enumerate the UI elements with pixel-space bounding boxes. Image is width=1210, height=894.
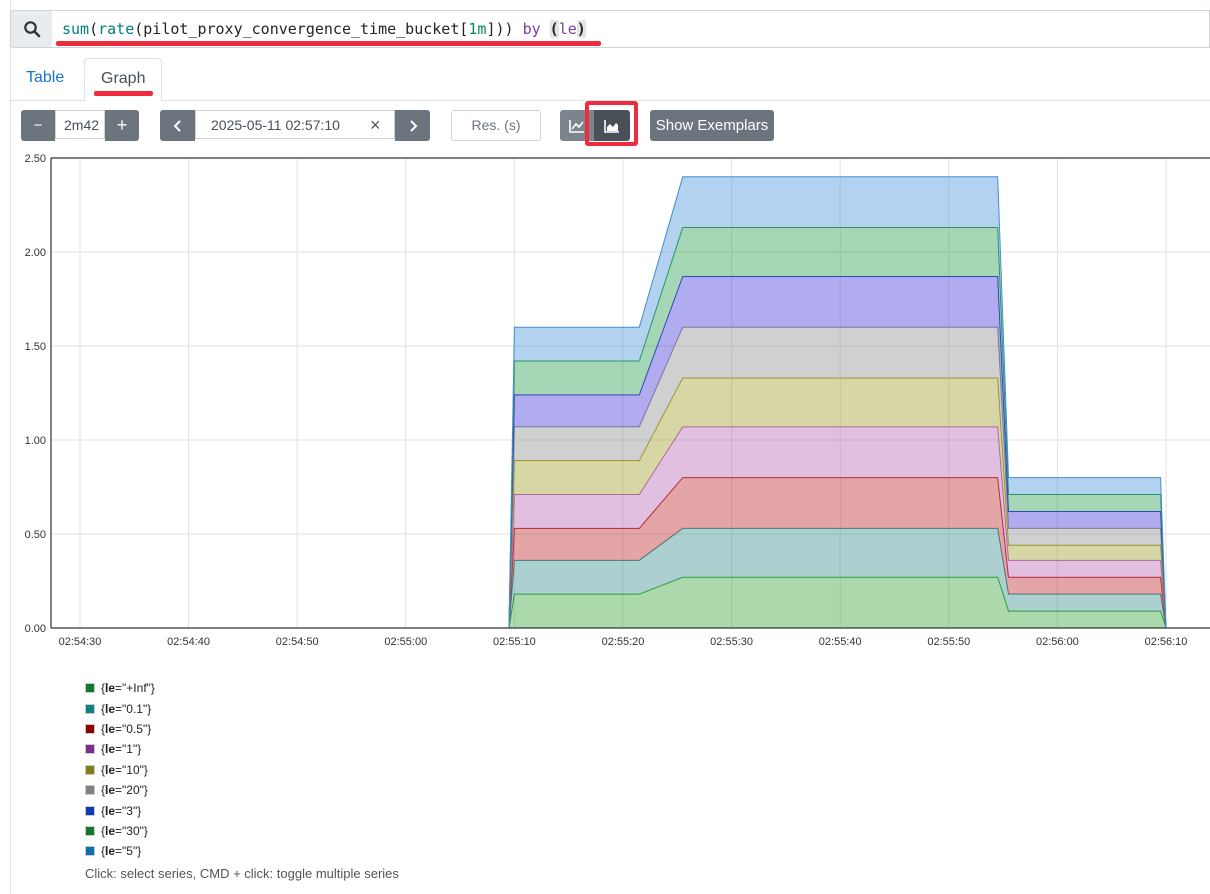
x-tick-label: 02:54:50 [276,636,319,648]
query-input[interactable]: sum(rate(pilot_proxy_convergence_time_bu… [52,10,1210,48]
series-line-le-20 [508,275,1167,629]
legend-item[interactable]: {le="20"} [85,780,155,800]
x-tick-label: 02:56:10 [1145,636,1188,648]
legend-swatch [85,805,95,816]
resolution-input[interactable]: Res. (s) [451,110,541,141]
area-band-le-5 [508,377,1167,628]
legend-label: {le="20"} [101,783,148,798]
x-tick-label: 02:56:00 [1036,636,1079,648]
chevron-right-icon [409,119,417,132]
legend-label: {le="10"} [101,762,148,777]
stacked-area-chart[interactable]: 0.00 0.50 1.00 1.50 2.00 2.50 02:54:30 02:54:40… [0,150,1210,660]
legend-label: {le="30"} [101,823,148,838]
legend-label: {le="0.1"} [101,701,152,716]
x-tick-label: 02:55:00 [384,636,427,648]
search-icon [24,21,41,38]
legend: {le="+Inf"} {le="0.1"} {le="0.5"} {le="1"} {… [85,678,155,862]
legend-swatch [85,846,95,857]
legend-label: {le="3"} [101,803,142,818]
x-tick-label: 02:55:50 [927,636,970,648]
x-tick-label: 02:54:30 [59,636,102,648]
y-tick-label: 1.00 [25,435,46,447]
query-underline-annotation [56,41,601,46]
line-chart-icon [569,119,584,133]
series-line-le-1 [508,477,1167,629]
y-tick-label: 2.00 [25,247,46,259]
series-line-le-0.1 [508,576,1167,629]
y-tick-label: 0.50 [25,529,46,541]
range-input[interactable]: 2m42 [55,110,105,139]
legend-swatch [85,683,95,694]
legend-item[interactable]: {le="0.1"} [85,698,155,718]
stacked-chart-highlight-annotation [585,101,638,146]
x-tick-label: 02:55:40 [819,636,862,648]
tab-table[interactable]: Table [26,69,65,86]
x-tick-label: 02:54:40 [167,636,210,648]
time-back-button[interactable] [160,110,195,141]
tab-bar: Table Graph [10,56,1210,102]
y-tick-label: 0.00 [25,623,46,635]
legend-swatch [85,723,95,734]
legend-swatch [85,825,95,836]
range-increase-button[interactable]: + [105,110,139,141]
legend-swatch [85,764,95,775]
legend-item[interactable]: {le="30"} [85,821,155,841]
legend-item[interactable]: {le="3"} [85,800,155,820]
legend-label: {le="+Inf"} [101,681,155,696]
query-row: sum(rate(pilot_proxy_convergence_time_bu… [10,10,1210,48]
graph-tab-underline-annotation [94,91,153,96]
search-button[interactable] [10,10,54,48]
panel [10,0,1210,894]
chevron-left-icon [173,119,181,132]
series-line-le-+Inf [508,176,1167,629]
legend-swatch [85,744,95,755]
legend-hint: Click: select series, CMD + click: toggl… [85,866,399,881]
legend-item[interactable]: {le="0.5"} [85,719,155,739]
x-tick-label: 02:55:30 [710,636,753,648]
legend-item[interactable]: {le="5"} [85,841,155,861]
legend-label: {le="0.5"} [101,721,152,736]
series-line-le-0.5 [508,527,1167,629]
legend-swatch [85,703,95,714]
area-band-le-0.1 [508,577,1167,628]
legend-item[interactable]: {le="10"} [85,760,155,780]
clear-end-time-button[interactable]: × [370,115,381,135]
end-time-input[interactable]: 2025-05-11 02:57:10 [195,110,395,139]
legend-item[interactable]: {le="+Inf"} [85,678,155,698]
stacked-area-chart-icon [604,119,619,133]
x-tick-label: 02:55:10 [493,636,536,648]
show-exemplars-button[interactable]: Show Exemplars [650,110,774,141]
stacked-chart-button[interactable] [594,110,630,141]
legend-label: {le="1"} [101,742,142,757]
y-tick-label: 1.50 [25,341,46,353]
time-forward-button[interactable] [395,110,430,141]
y-tick-label: 2.50 [25,153,46,165]
x-tick-label: 02:55:20 [602,636,645,648]
series-line-le-30 [508,227,1167,629]
range-decrease-button[interactable]: − [21,110,55,141]
series-line-le-10 [508,326,1167,629]
series-line-le-5 [508,377,1167,629]
series-line-le-3 [508,426,1167,629]
legend-swatch [85,785,95,796]
legend-item[interactable]: {le="1"} [85,739,155,759]
legend-label: {le="5"} [101,844,142,859]
